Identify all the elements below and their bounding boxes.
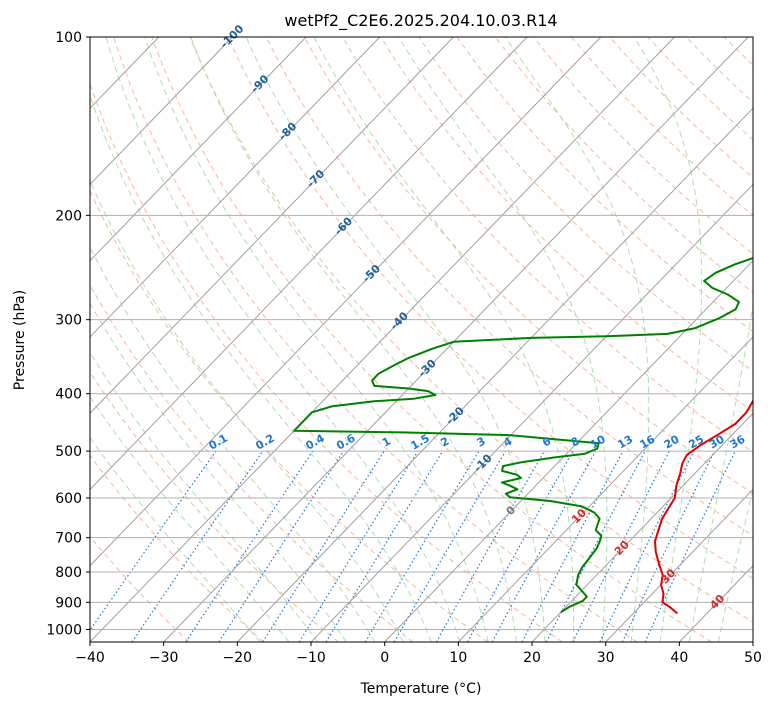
- temperature-profile: [654, 398, 753, 615]
- isotherm-line: [384, 259, 753, 642]
- dry-adiabat-line: [494, 37, 753, 294]
- mixing-ratio-line: [131, 450, 264, 642]
- isotherm-line: [90, 37, 528, 491]
- moist-adiabat-line: [90, 302, 347, 642]
- y-tick-label: 100: [55, 30, 82, 46]
- isotherms: [90, 37, 753, 642]
- dry-adiabat-line: [342, 37, 753, 453]
- dry-adiabat-line: [90, 371, 339, 642]
- chart-title: wetPf2_C2E6.2025.204.10.03.R14: [284, 11, 557, 31]
- x-tick-label: 0: [380, 650, 389, 666]
- y-tick-label: 400: [55, 387, 82, 403]
- moist-adiabat-line: [144, 37, 489, 642]
- isotherm-line: [90, 37, 233, 186]
- moist-adiabat-line: [90, 395, 290, 642]
- x-tick-label: −20: [223, 650, 253, 666]
- x-axis-label: Temperature (°C): [360, 681, 482, 697]
- x-axis: −40 −30 −20 −10 0 10 20 30 40 50: [75, 642, 762, 666]
- isotherm-line: [531, 412, 753, 642]
- isotherm-line: [236, 107, 753, 642]
- moist-adiabat-line: [633, 37, 703, 642]
- moist-adiabat-line: [504, 37, 650, 642]
- dry-adiabat-line: [303, 37, 753, 495]
- x-tick-label: −30: [149, 650, 179, 666]
- moist-adiabat-line: [398, 37, 608, 642]
- y-tick-label: 800: [55, 565, 82, 581]
- dewpoint-profile: [293, 257, 753, 614]
- isotherm-line: [310, 183, 753, 642]
- x-tick-label: −10: [296, 650, 326, 666]
- y-tick-label: 200: [55, 208, 82, 224]
- dry-adiabat-line: [90, 283, 414, 642]
- isobars: [90, 37, 753, 630]
- moist-adiabats: [90, 37, 753, 642]
- y-tick-label: 1000: [46, 622, 82, 638]
- isotherm-line: [90, 37, 307, 262]
- isotherm-line: [605, 488, 753, 642]
- y-axis-label: Pressure (hPa): [12, 290, 28, 390]
- isotherm-line: [457, 336, 753, 642]
- dry-adiabat-line: [456, 37, 753, 333]
- moist-adiabat-line: [90, 246, 376, 642]
- moist-adiabat-line: [190, 37, 517, 642]
- moist-adiabat-line: [313, 37, 575, 642]
- dry-adiabat-line: [90, 189, 488, 642]
- plot-area: [90, 37, 753, 642]
- isotherm-line: [90, 37, 602, 567]
- x-tick-label: 50: [744, 650, 762, 666]
- dry-adiabat-line: [380, 37, 753, 412]
- dry-adiabat-line: [189, 37, 753, 623]
- sounding-profiles: [293, 257, 753, 615]
- mixing-ratio-line: [218, 450, 345, 642]
- x-tick-label: 40: [670, 650, 688, 666]
- isotherm-line: [90, 37, 381, 338]
- y-tick-label: 700: [55, 531, 82, 547]
- moist-adiabat-line: [717, 487, 753, 642]
- moist-adiabat-line: [90, 94, 432, 642]
- dry-adiabat-line: [265, 37, 753, 537]
- y-tick-label: 600: [55, 491, 82, 507]
- y-axis: 100 200 300 400 500 600 700 800 900 1000: [46, 30, 90, 638]
- x-tick-label: 20: [523, 650, 541, 666]
- dry-adiabat-line: [90, 82, 563, 642]
- mixing-ratio-line: [466, 450, 574, 642]
- y-tick-label: 900: [55, 595, 82, 611]
- mixing-ratio-line: [599, 450, 695, 642]
- isotherm-line: [90, 37, 454, 414]
- dry-adiabats: [90, 37, 753, 642]
- moist-adiabat-line: [105, 37, 461, 642]
- mixing-ratio-line: [90, 450, 217, 632]
- dry-adiabat-line: [113, 37, 638, 642]
- dry-adiabat-line: [227, 37, 753, 580]
- mixing-ratio-line: [185, 450, 314, 642]
- x-tick-label: 30: [597, 650, 615, 666]
- moist-adiabat-line: [90, 351, 319, 642]
- isotherm-line: [163, 37, 749, 642]
- moist-adiabat-line: [90, 436, 261, 642]
- y-tick-label: 300: [55, 313, 82, 329]
- y-tick-label: 500: [55, 444, 82, 460]
- mixing-ratio-line: [572, 450, 670, 642]
- moist-adiabat-line: [688, 301, 753, 642]
- x-tick-label: −40: [75, 650, 105, 666]
- mixing-ratio-line: [435, 450, 545, 642]
- plot-frame: [89, 36, 754, 643]
- isotherm-line: [90, 37, 675, 642]
- mixing-ratio-line: [325, 450, 444, 642]
- x-tick-label: 10: [449, 650, 467, 666]
- moist-adiabat-line: [245, 37, 546, 642]
- mixing-ratio-line: [262, 450, 385, 642]
- dry-adiabat-line: [151, 37, 712, 642]
